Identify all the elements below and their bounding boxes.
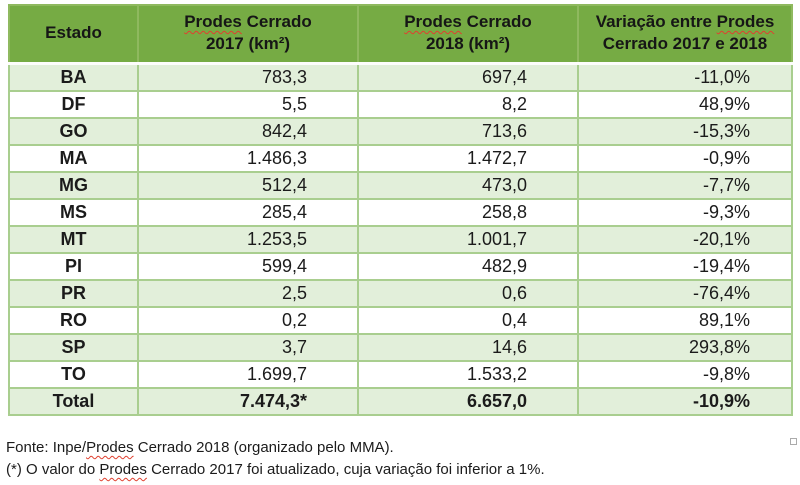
table-row: GO 842,4 713,6 -15,3% [8, 117, 793, 146]
table-row: MT 1.253,5 1.001,7 -20,1% [8, 225, 793, 254]
value-cell: 1.533,2 [357, 360, 579, 389]
state-cell: BA [8, 62, 139, 92]
prodes-cerrado-table: Estado Prodes Cerrado 2017 (km²) Prodes … [8, 4, 793, 416]
table-row: DF 5,5 8,2 48,9% [8, 90, 793, 119]
state-cell: MT [8, 225, 139, 254]
value-cell: 8,2 [357, 90, 579, 119]
header-estado: Estado [8, 4, 139, 65]
table-row: MA 1.486,3 1.472,7 -0,9% [8, 144, 793, 173]
value-cell: 0,6 [357, 279, 579, 308]
table-header: Estado Prodes Cerrado 2017 (km²) Prodes … [8, 4, 793, 65]
header-line2: 2017 (km²) [205, 34, 291, 53]
value-cell: 3,7 [137, 333, 359, 362]
source-note: Fonte: Inpe/Prodes Cerrado 2018 (organiz… [6, 439, 394, 456]
state-cell: MS [8, 198, 139, 227]
header-prodes-2018: Prodes Cerrado 2018 (km²) [357, 4, 579, 65]
value-cell: 1.253,5 [137, 225, 359, 254]
value-cell: -15,3% [577, 117, 793, 146]
value-cell: 2,5 [137, 279, 359, 308]
header-variacao: Variação entre Prodes Cerrado 2017 e 201… [577, 4, 793, 65]
table-row: BA 783,3 697,4 -11,0% [8, 62, 793, 92]
state-cell: PR [8, 279, 139, 308]
value-cell: -10,9% [577, 387, 793, 416]
value-cell: 1.472,7 [357, 144, 579, 173]
table-row: PI 599,4 482,9 -19,4% [8, 252, 793, 281]
value-cell: 14,6 [357, 333, 579, 362]
header-line1: Variação entre Prodes [595, 12, 775, 31]
total-label-cell: Total [8, 387, 139, 416]
value-cell: -0,9% [577, 144, 793, 173]
header-line1: Prodes Cerrado [184, 12, 312, 31]
header-line2: Cerrado 2017 e 2018 [602, 34, 768, 53]
value-cell: 293,8% [577, 333, 793, 362]
value-cell: 6.657,0 [357, 387, 579, 416]
state-cell: PI [8, 252, 139, 281]
asterisk-note: (*) O valor do Prodes Cerrado 2017 foi a… [6, 461, 545, 478]
value-cell: -11,0% [577, 62, 793, 92]
value-cell: 1.001,7 [357, 225, 579, 254]
value-cell: 1.486,3 [137, 144, 359, 173]
table-row: RO 0,2 0,4 89,1% [8, 306, 793, 335]
table-row: TO 1.699,7 1.533,2 -9,8% [8, 360, 793, 389]
value-cell: 5,5 [137, 90, 359, 119]
value-cell: 842,4 [137, 117, 359, 146]
table-row: PR 2,5 0,6 -76,4% [8, 279, 793, 308]
table-resize-handle[interactable] [790, 438, 797, 445]
state-cell: MG [8, 171, 139, 200]
table-body: BA 783,3 697,4 -11,0% DF 5,5 8,2 48,9% GO 842,4 71… [8, 62, 793, 416]
value-cell: 783,3 [137, 62, 359, 92]
state-cell: DF [8, 90, 139, 119]
header-row: Estado Prodes Cerrado 2017 (km²) Prodes … [8, 4, 793, 65]
header-prodes-2017: Prodes Cerrado 2017 (km²) [137, 4, 359, 65]
header-line2: 2018 (km²) [425, 34, 511, 53]
header-line1: Prodes Cerrado [404, 12, 532, 31]
value-cell: -20,1% [577, 225, 793, 254]
footnotes: Fonte: Inpe/Prodes Cerrado 2018 (organiz… [6, 437, 794, 481]
value-cell: -19,4% [577, 252, 793, 281]
value-cell: 0,4 [357, 306, 579, 335]
value-cell: 1.699,7 [137, 360, 359, 389]
table-row: SP 3,7 14,6 293,8% [8, 333, 793, 362]
value-cell: 285,4 [137, 198, 359, 227]
table-row: MS 285,4 258,8 -9,3% [8, 198, 793, 227]
value-cell: 697,4 [357, 62, 579, 92]
value-cell: 258,8 [357, 198, 579, 227]
value-cell: 0,2 [137, 306, 359, 335]
value-cell: 512,4 [137, 171, 359, 200]
value-cell: 7.474,3* [137, 387, 359, 416]
state-cell: SP [8, 333, 139, 362]
value-cell: -76,4% [577, 279, 793, 308]
header-line1: Estado [45, 23, 102, 42]
state-cell: MA [8, 144, 139, 173]
table-row: MG 512,4 473,0 -7,7% [8, 171, 793, 200]
value-cell: -9,3% [577, 198, 793, 227]
value-cell: 713,6 [357, 117, 579, 146]
state-cell: RO [8, 306, 139, 335]
value-cell: 48,9% [577, 90, 793, 119]
value-cell: 473,0 [357, 171, 579, 200]
value-cell: 89,1% [577, 306, 793, 335]
state-cell: TO [8, 360, 139, 389]
total-row: Total 7.474,3* 6.657,0 -10,9% [8, 387, 793, 416]
value-cell: -9,8% [577, 360, 793, 389]
value-cell: -7,7% [577, 171, 793, 200]
state-cell: GO [8, 117, 139, 146]
value-cell: 482,9 [357, 252, 579, 281]
value-cell: 599,4 [137, 252, 359, 281]
